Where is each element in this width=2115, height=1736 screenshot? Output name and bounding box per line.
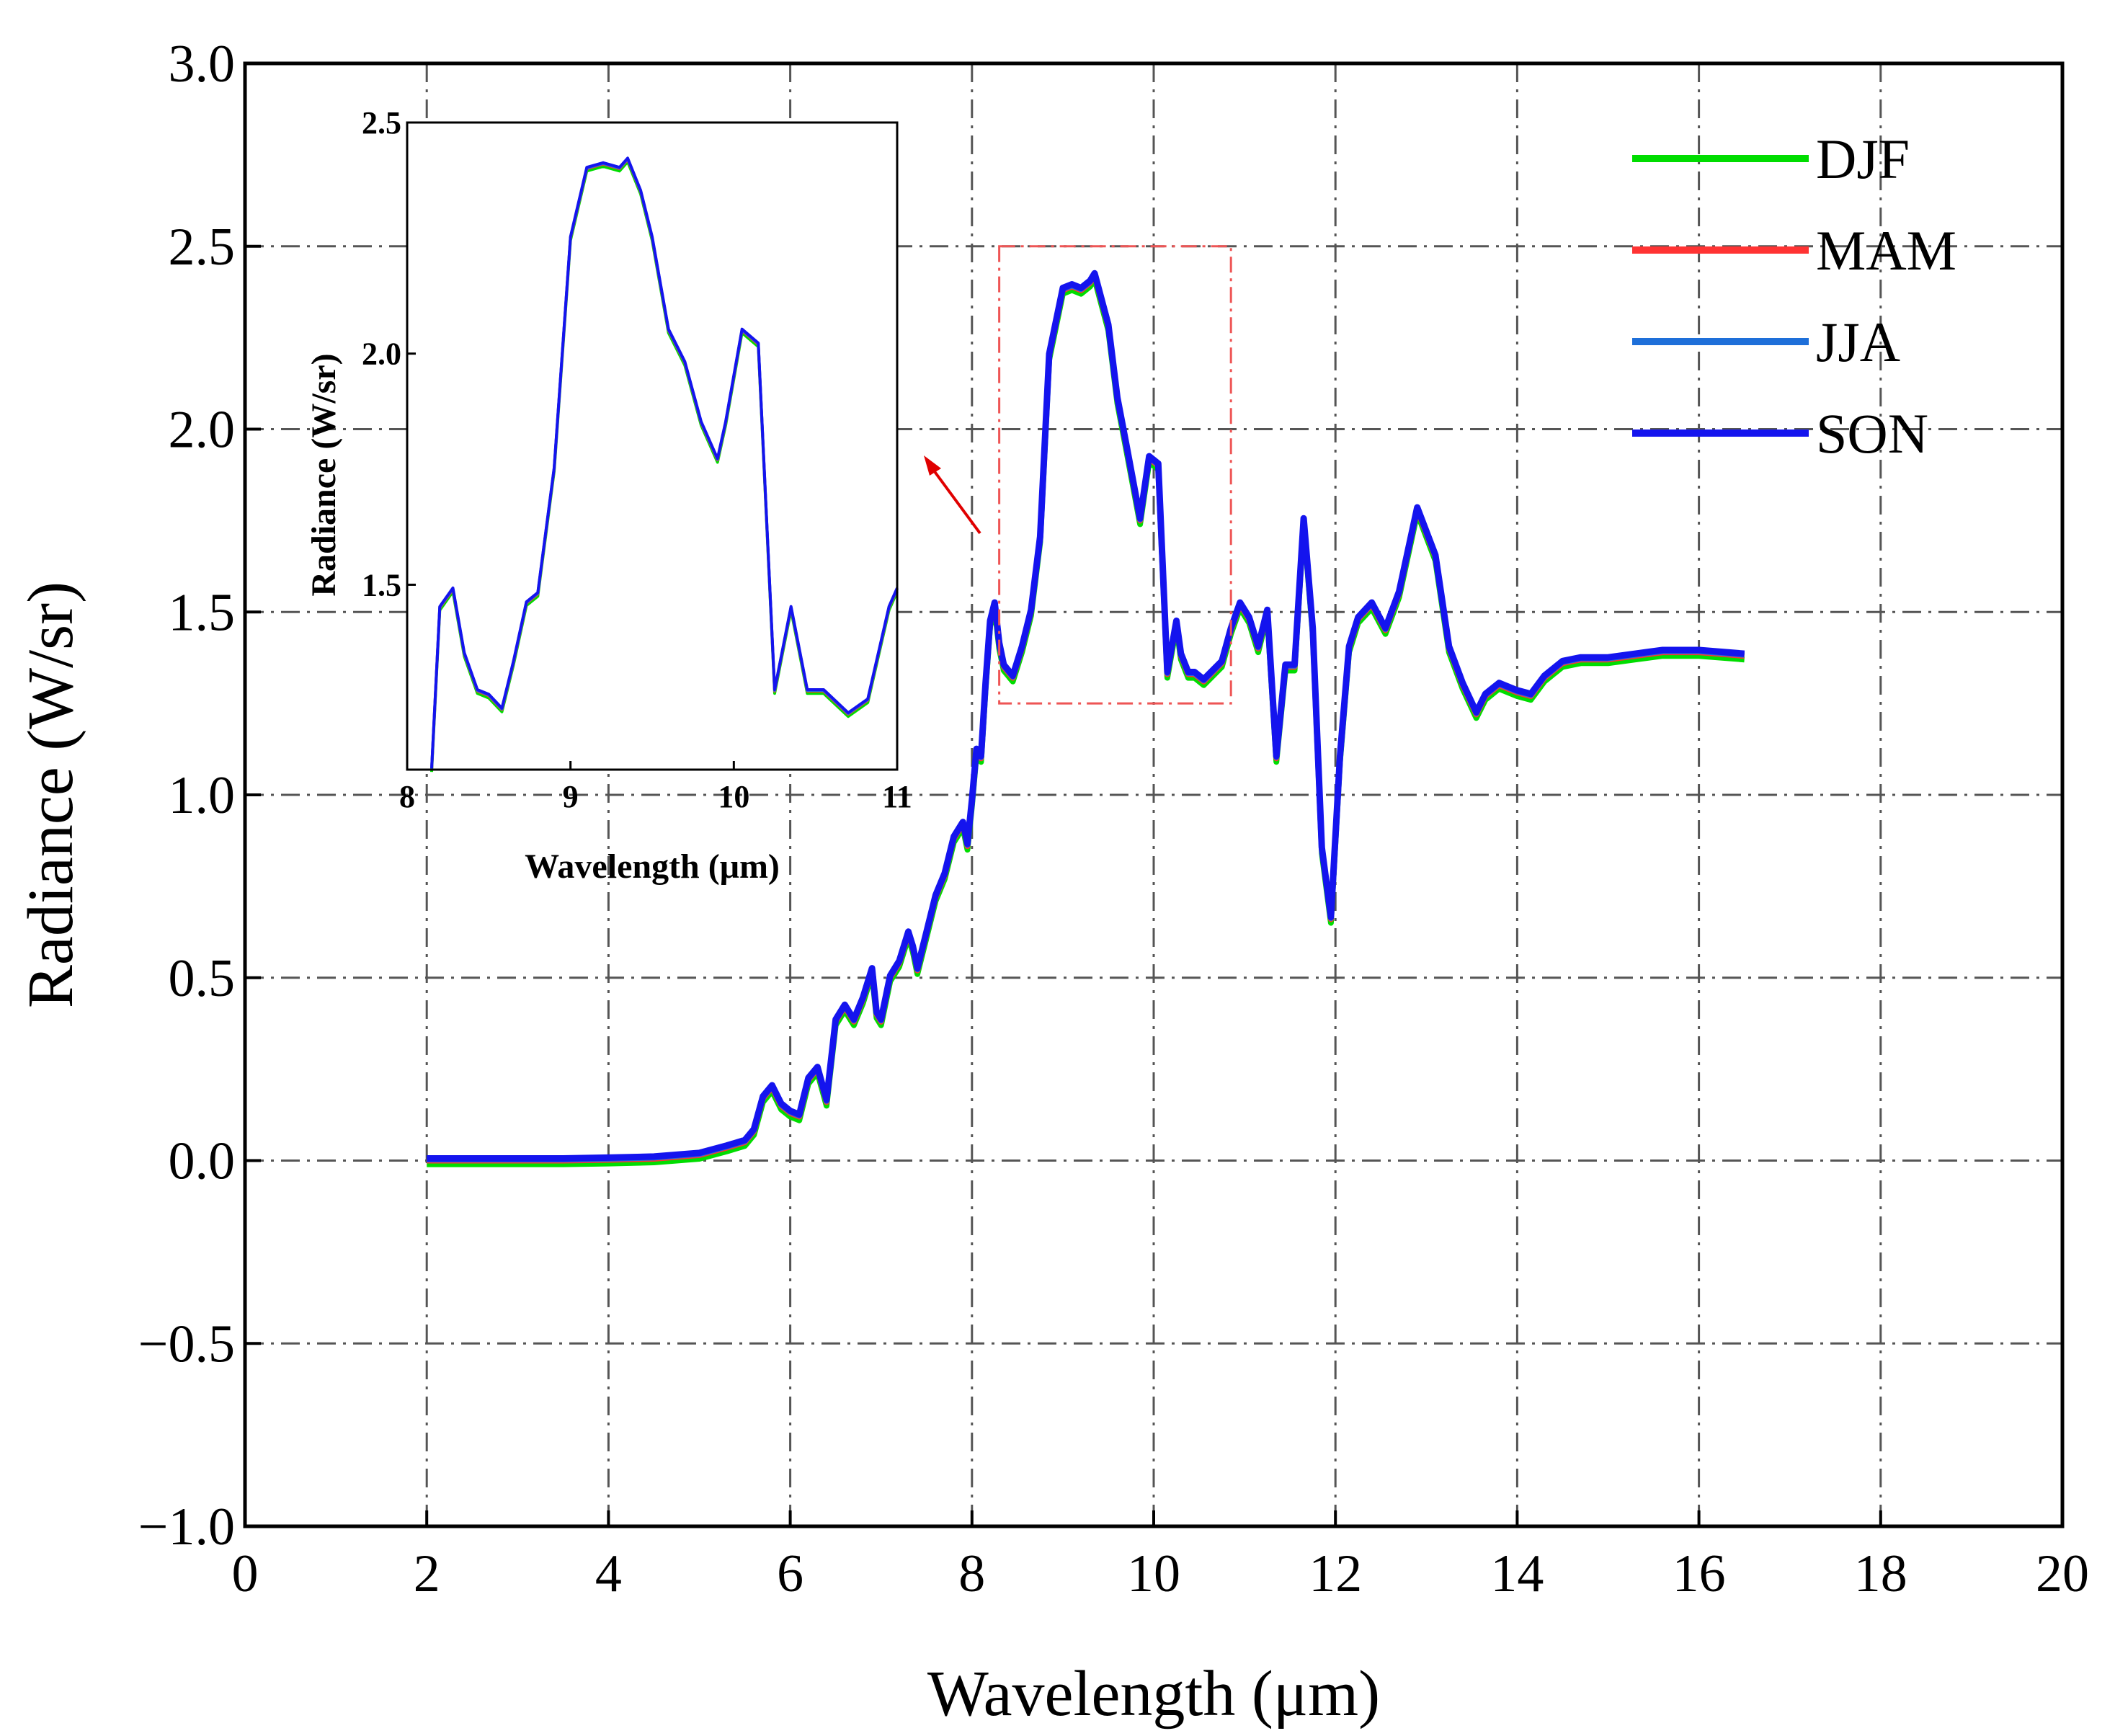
legend: DJF MAM JJA SON (1632, 128, 1956, 465)
inset-series (430, 156, 899, 773)
main-series (427, 270, 1745, 1167)
inset-y-tick-label: 2.5 (362, 105, 401, 141)
inset-series-line-son (430, 156, 899, 769)
x-tick-label: 18 (1854, 1544, 1907, 1603)
zoom-region-box (998, 245, 1232, 705)
inset-y-tick-label: 1.5 (362, 567, 401, 602)
y-tick-label: 3.0 (169, 35, 236, 94)
inset-y-axis-title: Radiance (W/sr) (305, 353, 343, 596)
inset-x-tick-label: 11 (882, 779, 912, 814)
inset-frame (406, 121, 899, 771)
legend-label-son: SON (1816, 402, 1928, 465)
y-tick-label: 2.0 (169, 401, 236, 460)
legend-label-mam: MAM (1816, 219, 1956, 282)
inset-x-tick-label: 9 (563, 779, 579, 814)
y-tick-label: 2.5 (169, 218, 236, 277)
x-tick-label: 6 (777, 1544, 803, 1603)
legend-label-jja: JJA (1816, 311, 1900, 373)
y-tick-label: −1.0 (138, 1497, 235, 1557)
inset-background (407, 123, 897, 770)
x-tick-label: 14 (1490, 1544, 1544, 1603)
x-tick-label: 4 (595, 1544, 622, 1603)
inset-x-axis-title: Wavelength (μm) (525, 847, 780, 886)
y-tick-label: −0.5 (138, 1314, 235, 1374)
inset-x-tick-label: 8 (399, 779, 415, 814)
legend-label-djf: DJF (1816, 128, 1910, 190)
y-tick-label: 0.5 (169, 949, 236, 1008)
y-tick-label: 1.0 (169, 766, 236, 825)
x-tick-label: 10 (1127, 1544, 1180, 1603)
x-tick-label: 12 (1309, 1544, 1362, 1603)
y-axis-title: Radiance (W/sr) (15, 582, 86, 1008)
y-tick-label: 1.5 (169, 583, 236, 642)
series-line-son (427, 270, 1745, 1162)
x-tick-label: 2 (414, 1544, 440, 1603)
x-tick-label: 16 (1673, 1544, 1726, 1603)
x-axis-title: Wavelength (μm) (927, 1658, 1380, 1730)
inset-x-tick-label: 10 (718, 779, 749, 814)
x-tick-label: 20 (2036, 1544, 2089, 1603)
x-tick-label: 0 (232, 1544, 259, 1603)
inset-y-tick-label: 2.0 (362, 337, 401, 372)
zoom-arrow (924, 455, 981, 535)
inset-chart: 8 9 10 11 1.5 2.0 2.5 Wavelength (μm) Radiance… (305, 105, 912, 886)
inset-ticks: 8 9 10 11 1.5 2.0 2.5 (362, 105, 912, 814)
y-tick-label: 0.0 (169, 1132, 236, 1191)
main-ticks: 0 2 4 6 8 10 12 14 16 18 20 −1.0 −0.5 0.0 0.5 1.0 1.5 2.0… (138, 35, 2089, 1603)
x-tick-label: 8 (958, 1544, 985, 1603)
